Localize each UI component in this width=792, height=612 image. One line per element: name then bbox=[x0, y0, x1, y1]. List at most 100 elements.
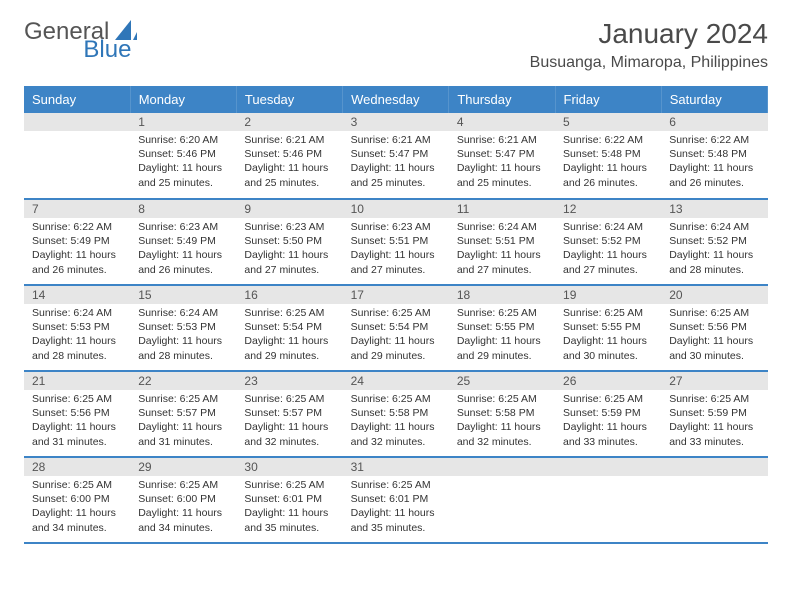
daylight-text-2: and 35 minutes. bbox=[351, 521, 441, 535]
weekday-header: Thursday bbox=[449, 86, 555, 113]
sunset-text: Sunset: 6:01 PM bbox=[244, 492, 334, 506]
calendar-day-cell: 26Sunrise: 6:25 AMSunset: 5:59 PMDayligh… bbox=[555, 371, 661, 457]
sunset-text: Sunset: 5:49 PM bbox=[138, 234, 228, 248]
day-body: Sunrise: 6:22 AMSunset: 5:48 PMDaylight:… bbox=[661, 131, 767, 194]
sunset-text: Sunset: 5:48 PM bbox=[563, 147, 653, 161]
sunrise-text: Sunrise: 6:22 AM bbox=[32, 220, 122, 234]
daylight-text-1: Daylight: 11 hours bbox=[32, 420, 122, 434]
day-number: 25 bbox=[449, 372, 555, 390]
day-body: Sunrise: 6:25 AMSunset: 5:54 PMDaylight:… bbox=[343, 304, 449, 367]
daylight-text-2: and 25 minutes. bbox=[457, 176, 547, 190]
daylight-text-2: and 32 minutes. bbox=[457, 435, 547, 449]
daylight-text-1: Daylight: 11 hours bbox=[138, 334, 228, 348]
sunrise-text: Sunrise: 6:24 AM bbox=[457, 220, 547, 234]
daylight-text-2: and 30 minutes. bbox=[563, 349, 653, 363]
daylight-text-2: and 31 minutes. bbox=[32, 435, 122, 449]
sunset-text: Sunset: 5:58 PM bbox=[351, 406, 441, 420]
day-number: 24 bbox=[343, 372, 449, 390]
day-number: 6 bbox=[661, 113, 767, 131]
sunrise-text: Sunrise: 6:25 AM bbox=[351, 392, 441, 406]
calendar-day-cell: 17Sunrise: 6:25 AMSunset: 5:54 PMDayligh… bbox=[343, 285, 449, 371]
sunrise-text: Sunrise: 6:25 AM bbox=[457, 306, 547, 320]
sunset-text: Sunset: 5:59 PM bbox=[669, 406, 759, 420]
day-body: Sunrise: 6:22 AMSunset: 5:49 PMDaylight:… bbox=[24, 218, 130, 281]
sunrise-text: Sunrise: 6:21 AM bbox=[351, 133, 441, 147]
daylight-text-2: and 28 minutes. bbox=[32, 349, 122, 363]
calendar-week-row: 1Sunrise: 6:20 AMSunset: 5:46 PMDaylight… bbox=[24, 113, 768, 199]
sunrise-text: Sunrise: 6:25 AM bbox=[563, 306, 653, 320]
sunrise-text: Sunrise: 6:25 AM bbox=[244, 478, 334, 492]
calendar-day-cell: 14Sunrise: 6:24 AMSunset: 5:53 PMDayligh… bbox=[24, 285, 130, 371]
day-body: Sunrise: 6:25 AMSunset: 5:58 PMDaylight:… bbox=[343, 390, 449, 453]
sunset-text: Sunset: 5:54 PM bbox=[351, 320, 441, 334]
day-number: 30 bbox=[236, 458, 342, 476]
sunset-text: Sunset: 5:59 PM bbox=[563, 406, 653, 420]
daylight-text-1: Daylight: 11 hours bbox=[563, 334, 653, 348]
sunrise-text: Sunrise: 6:25 AM bbox=[669, 392, 759, 406]
calendar-day-cell: 9Sunrise: 6:23 AMSunset: 5:50 PMDaylight… bbox=[236, 199, 342, 285]
daylight-text-2: and 26 minutes. bbox=[32, 263, 122, 277]
daylight-text-2: and 29 minutes. bbox=[457, 349, 547, 363]
daylight-text-1: Daylight: 11 hours bbox=[244, 506, 334, 520]
daylight-text-2: and 34 minutes. bbox=[138, 521, 228, 535]
calendar-day-cell bbox=[449, 457, 555, 543]
day-number: 21 bbox=[24, 372, 130, 390]
day-number: 5 bbox=[555, 113, 661, 131]
daylight-text-1: Daylight: 11 hours bbox=[244, 248, 334, 262]
weekday-header: Monday bbox=[130, 86, 236, 113]
sunset-text: Sunset: 5:57 PM bbox=[138, 406, 228, 420]
sunrise-text: Sunrise: 6:25 AM bbox=[351, 478, 441, 492]
day-number: 13 bbox=[661, 200, 767, 218]
day-body: Sunrise: 6:25 AMSunset: 5:57 PMDaylight:… bbox=[130, 390, 236, 453]
sunset-text: Sunset: 6:00 PM bbox=[138, 492, 228, 506]
sunset-text: Sunset: 5:57 PM bbox=[244, 406, 334, 420]
day-body bbox=[24, 131, 130, 137]
calendar-day-cell: 13Sunrise: 6:24 AMSunset: 5:52 PMDayligh… bbox=[661, 199, 767, 285]
daylight-text-2: and 34 minutes. bbox=[32, 521, 122, 535]
daylight-text-1: Daylight: 11 hours bbox=[32, 334, 122, 348]
day-number: 12 bbox=[555, 200, 661, 218]
calendar-day-cell: 8Sunrise: 6:23 AMSunset: 5:49 PMDaylight… bbox=[130, 199, 236, 285]
calendar-day-cell: 1Sunrise: 6:20 AMSunset: 5:46 PMDaylight… bbox=[130, 113, 236, 199]
daylight-text-1: Daylight: 11 hours bbox=[457, 420, 547, 434]
daylight-text-1: Daylight: 11 hours bbox=[669, 334, 759, 348]
day-number: 8 bbox=[130, 200, 236, 218]
day-number: 31 bbox=[343, 458, 449, 476]
weekday-header: Tuesday bbox=[236, 86, 342, 113]
calendar-day-cell: 2Sunrise: 6:21 AMSunset: 5:46 PMDaylight… bbox=[236, 113, 342, 199]
day-body: Sunrise: 6:21 AMSunset: 5:47 PMDaylight:… bbox=[343, 131, 449, 194]
sunrise-text: Sunrise: 6:25 AM bbox=[138, 392, 228, 406]
sunset-text: Sunset: 5:46 PM bbox=[244, 147, 334, 161]
calendar-day-cell: 28Sunrise: 6:25 AMSunset: 6:00 PMDayligh… bbox=[24, 457, 130, 543]
sunrise-text: Sunrise: 6:25 AM bbox=[32, 478, 122, 492]
daylight-text-1: Daylight: 11 hours bbox=[563, 420, 653, 434]
daylight-text-1: Daylight: 11 hours bbox=[244, 420, 334, 434]
sunrise-text: Sunrise: 6:21 AM bbox=[457, 133, 547, 147]
daylight-text-1: Daylight: 11 hours bbox=[563, 161, 653, 175]
calendar-day-cell bbox=[555, 457, 661, 543]
sunrise-text: Sunrise: 6:24 AM bbox=[32, 306, 122, 320]
daylight-text-2: and 32 minutes. bbox=[244, 435, 334, 449]
daylight-text-2: and 27 minutes. bbox=[351, 263, 441, 277]
sunset-text: Sunset: 5:51 PM bbox=[457, 234, 547, 248]
calendar-day-cell: 10Sunrise: 6:23 AMSunset: 5:51 PMDayligh… bbox=[343, 199, 449, 285]
day-number: 20 bbox=[661, 286, 767, 304]
day-body: Sunrise: 6:24 AMSunset: 5:53 PMDaylight:… bbox=[130, 304, 236, 367]
sunrise-text: Sunrise: 6:22 AM bbox=[563, 133, 653, 147]
day-body: Sunrise: 6:24 AMSunset: 5:52 PMDaylight:… bbox=[555, 218, 661, 281]
day-number: 15 bbox=[130, 286, 236, 304]
day-body: Sunrise: 6:25 AMSunset: 5:59 PMDaylight:… bbox=[661, 390, 767, 453]
sunrise-text: Sunrise: 6:23 AM bbox=[244, 220, 334, 234]
calendar-day-cell: 23Sunrise: 6:25 AMSunset: 5:57 PMDayligh… bbox=[236, 371, 342, 457]
sunrise-text: Sunrise: 6:21 AM bbox=[244, 133, 334, 147]
daylight-text-1: Daylight: 11 hours bbox=[138, 161, 228, 175]
logo-word2: Blue bbox=[83, 36, 131, 64]
sunset-text: Sunset: 6:01 PM bbox=[351, 492, 441, 506]
day-number: 7 bbox=[24, 200, 130, 218]
day-body: Sunrise: 6:25 AMSunset: 5:58 PMDaylight:… bbox=[449, 390, 555, 453]
daylight-text-2: and 33 minutes. bbox=[563, 435, 653, 449]
calendar-week-row: 28Sunrise: 6:25 AMSunset: 6:00 PMDayligh… bbox=[24, 457, 768, 543]
day-body: Sunrise: 6:25 AMSunset: 5:59 PMDaylight:… bbox=[555, 390, 661, 453]
calendar-body: 1Sunrise: 6:20 AMSunset: 5:46 PMDaylight… bbox=[24, 113, 768, 543]
calendar-day-cell: 20Sunrise: 6:25 AMSunset: 5:56 PMDayligh… bbox=[661, 285, 767, 371]
